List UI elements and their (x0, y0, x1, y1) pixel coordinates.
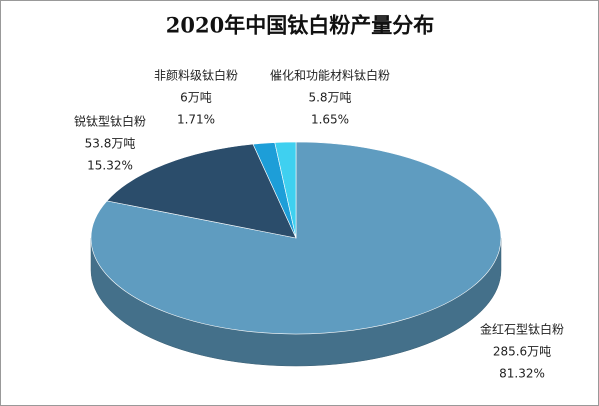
amount-label: 285.6万吨 (493, 345, 551, 359)
pie-slice (274, 141, 297, 239)
slice-label: 锐钛型钛白粉 (74, 114, 146, 129)
slice-label: 催化和功能材料钛白粉 (270, 68, 390, 83)
amount-label: 5.8万吨 (308, 91, 351, 105)
share-label: 1.65% (311, 113, 349, 127)
share-label: 15.32% (87, 159, 133, 173)
pie-slice (106, 143, 297, 239)
chart-title: 2020年中国钛白粉产量分布 (166, 13, 434, 38)
share-label: 81.32% (499, 367, 545, 381)
amount-label: 6万吨 (180, 91, 212, 105)
amount-label: 53.8万吨 (85, 137, 136, 151)
share-label: 1.71% (177, 113, 215, 127)
slice-label: 金红石型钛白粉 (480, 322, 564, 337)
slice-label: 非颜料级钛白粉 (154, 68, 238, 83)
